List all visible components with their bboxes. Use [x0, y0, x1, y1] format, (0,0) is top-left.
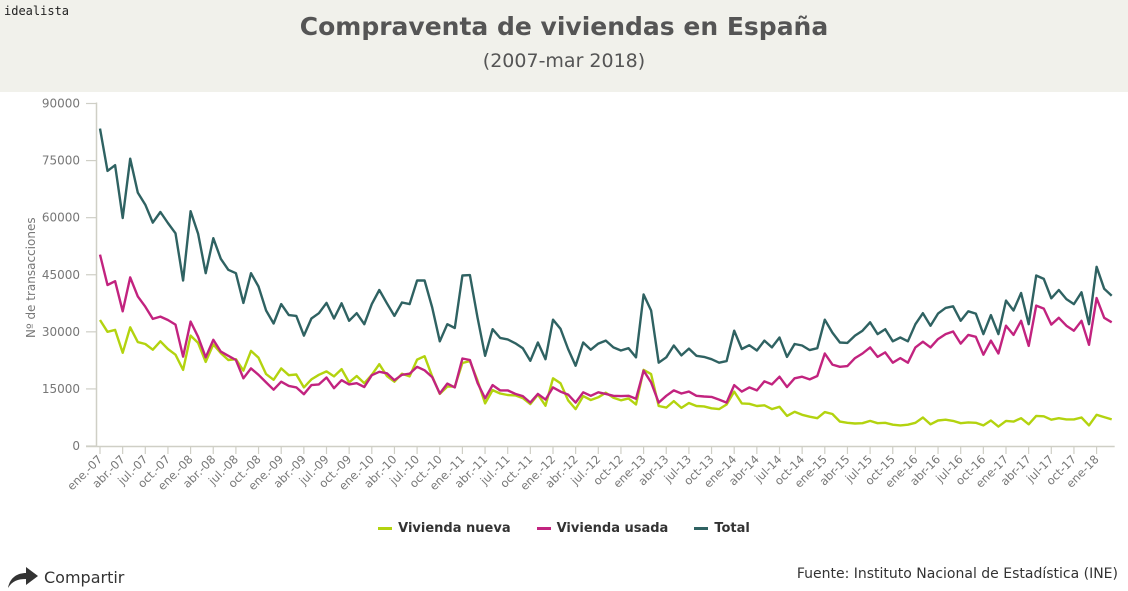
series-line-usada [98, 254, 1113, 404]
brand-logo: idealista [4, 4, 70, 18]
legend-swatch-total [694, 527, 709, 530]
chart-subtitle: (2007-mar 2018) [482, 50, 646, 72]
legend-swatch-nueva [378, 527, 393, 530]
y-axis-label: Nº de transacciones [24, 217, 38, 338]
y-tick-label: 90000 [42, 97, 80, 111]
y-tick-label: 60000 [42, 211, 80, 225]
legend-item-usada[interactable]: Vivienda usada [536, 521, 669, 536]
legend-item-total[interactable]: Total [694, 521, 750, 536]
y-tick-label: 75000 [42, 154, 80, 168]
line-chart: 0150003000045000600007500090000ene.-07ab… [24, 97, 1115, 493]
y-tick-label: 30000 [42, 325, 80, 339]
share-arrow-icon [8, 567, 38, 588]
share-label: Compartir [44, 567, 125, 587]
y-tick-label: 0 [72, 439, 80, 453]
series-line-nueva [98, 319, 1113, 428]
legend: Vivienda nueva Vivienda usada Total [0, 521, 1128, 536]
legend-item-nueva[interactable]: Vivienda nueva [378, 521, 511, 536]
legend-label: Vivienda nueva [398, 521, 511, 536]
legend-label: Total [714, 521, 750, 536]
y-tick-label: 15000 [42, 382, 80, 396]
chart-header: idealista Compraventa de viviendas en Es… [0, 0, 1128, 92]
legend-label: Vivienda usada [556, 521, 669, 536]
chart-title: Compraventa de viviendas en España [299, 12, 829, 41]
y-tick-label: 45000 [42, 268, 80, 282]
source-note: Fuente: Instituto Nacional de Estadístic… [796, 566, 1118, 582]
share-button[interactable]: Compartir [6, 565, 124, 589]
legend-swatch-usada [536, 527, 551, 530]
series-line-total [98, 128, 1113, 367]
